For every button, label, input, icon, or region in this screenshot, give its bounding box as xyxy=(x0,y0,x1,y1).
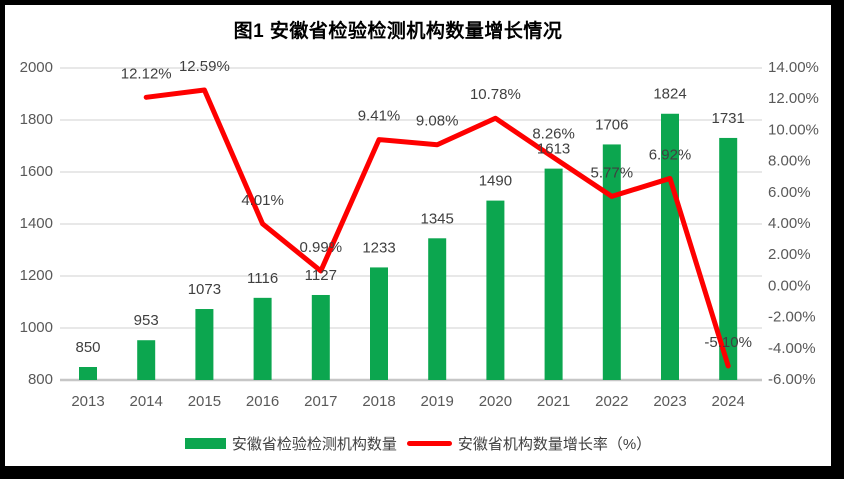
chart-legend: 安徽省检验检测机构数量 安徽省机构数量增长率（%） xyxy=(5,433,831,454)
growth-rate-data-label: 10.78% xyxy=(470,86,521,103)
bar-data-label: 1345 xyxy=(421,210,454,227)
x-axis-tick-label: 2018 xyxy=(362,393,395,410)
bar-data-label: 850 xyxy=(75,339,100,356)
right-axis-tick-label: 2.00% xyxy=(768,246,811,263)
bar-data-label: 1127 xyxy=(305,267,337,284)
growth-rate-data-label: 0.99% xyxy=(300,239,343,256)
x-axis-tick-label: 2017 xyxy=(304,393,337,410)
right-axis-tick-label: 6.00% xyxy=(768,184,811,201)
bar-2018 xyxy=(370,267,388,380)
growth-rate-data-label: 6.92% xyxy=(649,146,692,163)
bar-2015 xyxy=(195,309,214,380)
right-axis-tick-label: 8.00% xyxy=(768,153,811,170)
x-axis-tick-label: 2021 xyxy=(537,393,570,410)
x-axis-tick-label: 2022 xyxy=(595,393,628,410)
chart-title: 图1 安徽省检验检测机构数量增长情况 xyxy=(233,21,563,42)
bar-data-label: 1731 xyxy=(712,110,745,127)
bar-data-label: 1116 xyxy=(247,270,278,287)
left-axis-tick-label: 1400 xyxy=(20,215,53,232)
legend-label-bars: 安徽省检验检测机构数量 xyxy=(231,436,397,453)
bar-data-label: 1490 xyxy=(479,173,512,190)
right-axis-tick-label: -4.00% xyxy=(768,340,816,357)
chart-canvas: 图1 安徽省检验检测机构数量增长情况 2000 1800 1600 1400 1200 1… xyxy=(5,5,831,466)
right-axis-tick-label: 0.00% xyxy=(768,277,811,294)
growth-rate-data-label: 5.77% xyxy=(591,164,634,181)
left-axis-tick-label: 2000 xyxy=(20,59,53,76)
left-axis-tick-label: 1600 xyxy=(20,163,53,180)
growth-rate-data-label: 9.08% xyxy=(416,113,459,130)
x-axis-tick-label: 2013 xyxy=(71,393,104,410)
x-axis-tick-label: 2023 xyxy=(653,393,686,410)
bar-data-label: 1233 xyxy=(362,239,395,256)
bar-data-label: 1613 xyxy=(537,141,570,158)
x-axis-tick-label: 2019 xyxy=(421,393,454,410)
legend-item-line: 安徽省机构数量增长率（%） xyxy=(406,433,652,454)
bar-2019 xyxy=(428,238,447,380)
growth-rate-data-label: -5.10% xyxy=(704,334,752,351)
right-axis-tick-label: 14.00% xyxy=(768,59,819,76)
left-axis-tick-label: 1000 xyxy=(20,319,53,336)
line-series-swatch-icon xyxy=(406,441,452,446)
bar-2022 xyxy=(602,144,621,380)
x-axis-tick-label: 2024 xyxy=(712,393,745,410)
right-axis-tick-label: 4.00% xyxy=(768,215,811,232)
bar-2016 xyxy=(253,297,272,380)
growth-rate-data-label: 9.41% xyxy=(358,108,401,125)
x-axis-tick-label: 2015 xyxy=(188,393,221,410)
bar-data-label: 1824 xyxy=(653,86,686,103)
legend-item-bars: 安徽省检验检测机构数量 xyxy=(184,433,397,454)
bar-2020 xyxy=(486,200,505,380)
right-axis-tick-label: -2.00% xyxy=(768,309,816,326)
growth-rate-data-label: 4.01% xyxy=(241,192,284,209)
bar-2013 xyxy=(79,367,97,380)
bar-data-label: 1073 xyxy=(188,281,221,298)
x-axis-tick-label: 2014 xyxy=(130,393,163,410)
bar-2021 xyxy=(544,168,563,380)
bar-data-label: 953 xyxy=(134,312,159,329)
growth-rate-data-label: 12.12% xyxy=(121,65,172,82)
bar-data-label: 1706 xyxy=(595,116,628,133)
left-axis-tick-label: 1200 xyxy=(20,267,53,284)
right-axis-tick-label: -6.00% xyxy=(768,371,816,388)
legend-label-line: 安徽省机构数量增长率（%） xyxy=(457,436,652,453)
right-axis-tick-label: 12.00% xyxy=(768,90,819,107)
bar-2024 xyxy=(719,137,738,380)
x-axis-tick-label: 2020 xyxy=(479,393,512,410)
right-axis-tick-label: 10.00% xyxy=(768,121,819,138)
left-axis-tick-label: 1800 xyxy=(20,111,53,128)
growth-rate-line xyxy=(143,87,731,369)
growth-rate-data-label: 8.26% xyxy=(532,126,575,143)
bar-series-swatch-icon xyxy=(184,438,226,449)
bar-2014 xyxy=(137,340,156,380)
left-axis-tick-label: 800 xyxy=(28,371,53,388)
combo-chart: 2000 1800 1600 1400 1200 1000 800 14.00% 12.00% 1… xyxy=(5,5,831,466)
bar-2017 xyxy=(311,294,330,380)
x-axis-tick-label: 2016 xyxy=(246,393,279,410)
growth-rate-data-label: 12.59% xyxy=(179,58,230,75)
